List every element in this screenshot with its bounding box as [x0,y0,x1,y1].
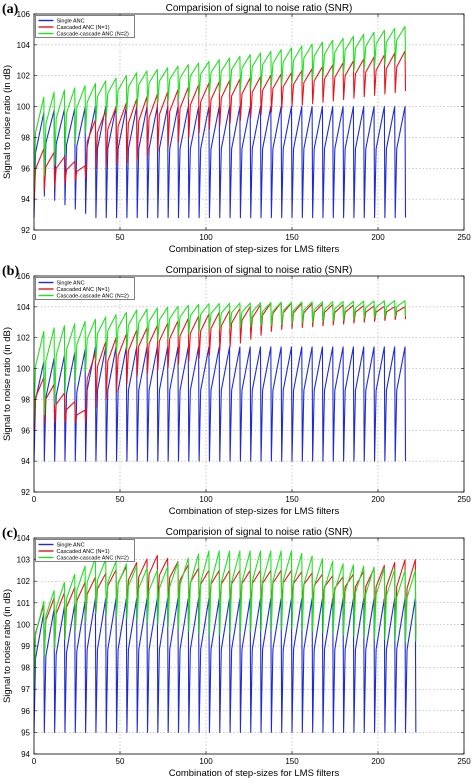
y-tick-label: 98 [21,133,30,142]
x-axis-label: Combination of step-sizes for LMS filter… [169,768,340,779]
legend-entry: Cascaded ANC (N=1) [57,25,110,31]
plot-area [34,14,464,230]
panel-label: (a) [2,2,19,17]
y-tick-label: 92 [21,488,30,497]
y-tick-label: 104 [17,534,31,543]
axes-frame [33,13,465,231]
y-tick-label: 100 [17,103,31,112]
x-tick-label: 250 [457,233,471,242]
x-tick-label: 200 [371,757,385,766]
panel-3-chart: 0 50 100 150 200 250 94 95 96 97 98 99 100 101 102 103 1… [2,526,471,779]
y-tick-label: 96 [21,164,30,173]
y-tick-label: 104 [17,41,31,50]
x-tick-label: 0 [32,757,37,766]
x-tick-label: 250 [457,757,471,766]
y-tick-label: 106 [17,10,31,19]
series-line-2 [33,301,407,431]
legend-entry: Cascade-cascade ANC (N=2) [57,294,129,300]
y-tick-label: 106 [17,272,31,281]
x-tick-label: 150 [285,757,299,766]
x-tick-label: 150 [285,495,299,504]
y-tick-label: 96 [21,707,30,716]
y-axis-label: Signal to noise ratio (in dB) [2,327,13,441]
chart-title: Comparision of signal to noise ratio (SN… [166,3,353,14]
y-tick-label: 103 [17,556,31,565]
series-line-1 [33,346,407,462]
x-axis-label: Combination of step-sizes for LMS filter… [169,506,340,517]
series-line-1 [33,106,407,219]
x-tick-label: 50 [116,233,125,242]
legend-entry: Cascade-cascade ANC (N=2) [57,556,129,562]
legend-entry: Cascaded ANC (N=1) [57,549,110,555]
y-tick-label: 98 [21,664,30,673]
y-axis-label: Signal to noise ratio (in dB) [2,65,13,179]
y-tick-label: 102 [17,577,31,586]
y-tick-label: 92 [21,226,30,235]
chart-title: Comparision of signal to noise ratio (SN… [166,265,353,276]
legend-entry: Single ANC [57,543,85,549]
x-axis-label: Combination of step-sizes for LMS filter… [169,244,340,255]
y-tick-label: 100 [17,620,31,629]
panel-label: (b) [2,264,19,279]
y-tick-label: 94 [21,750,30,759]
x-tick-label: 0 [32,495,37,504]
series-line-3 [33,550,417,690]
y-tick-label: 104 [17,303,31,312]
panel-label: (c) [2,526,18,541]
y-tick-label: 102 [17,72,31,81]
y-tick-label: 97 [21,685,30,694]
x-tick-label: 250 [457,495,471,504]
legend-box [35,277,135,300]
y-tick-label: 94 [21,195,30,204]
chart-title: Comparision of signal to noise ratio (SN… [166,527,353,538]
x-tick-label: 100 [199,757,213,766]
y-tick-label: 95 [21,728,30,737]
y-axis-label: Signal to noise ratio (in dB) [2,589,13,703]
x-tick-label: 50 [116,495,125,504]
series-line-3 [33,25,407,190]
legend-box [35,539,135,562]
legend-box [35,15,135,38]
x-tick-label: 200 [371,233,385,242]
axes-frame [33,275,465,493]
panel-1-chart: 0 50 100 150 200 250 92 94 96 98 100 102 104 106 Compa… [2,2,471,255]
series-line-3 [33,300,407,423]
y-tick-label: 99 [21,642,30,651]
legend-entry: Single ANC [57,19,85,25]
legend-entry: Single ANC [57,281,85,287]
y-tick-label: 101 [17,599,31,608]
series-line-1 [33,597,417,733]
y-tick-label: 96 [21,426,30,435]
legend-entry: Cascaded ANC (N=1) [57,287,110,293]
legend-entry: Cascade-cascade ANC (N=2) [57,32,129,38]
x-tick-label: 200 [371,495,385,504]
x-tick-label: 0 [32,233,37,242]
panel-2-chart: 0 50 100 150 200 250 92 94 96 98 100 102 104 106 Compa… [2,264,471,517]
x-tick-label: 150 [285,233,299,242]
y-tick-label: 94 [21,457,30,466]
x-tick-label: 50 [116,757,125,766]
x-tick-label: 100 [199,495,213,504]
grid [34,14,464,230]
series-line-2 [33,50,407,203]
y-tick-label: 102 [17,334,31,343]
y-tick-label: 98 [21,395,30,404]
y-tick-label: 100 [17,365,31,374]
x-tick-label: 100 [199,233,213,242]
